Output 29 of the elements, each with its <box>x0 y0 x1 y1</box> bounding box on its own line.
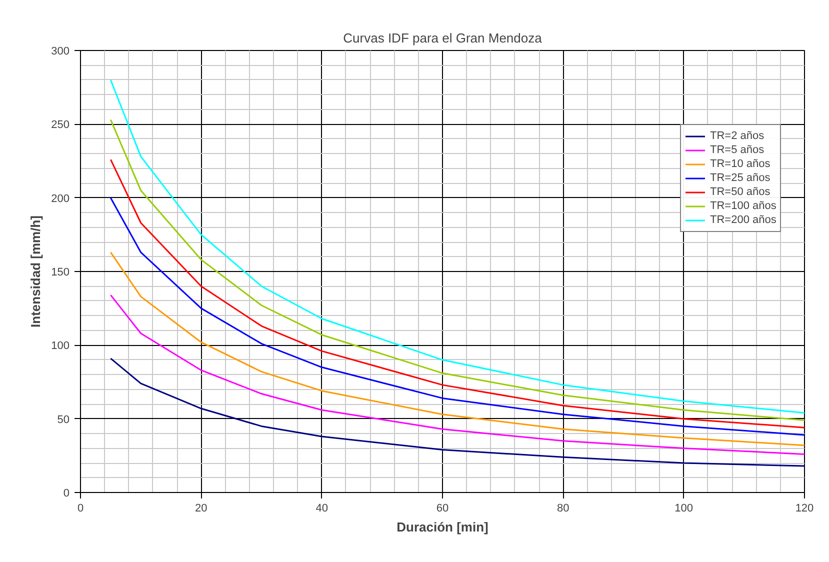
y-tick-label: 100 <box>51 340 70 352</box>
line-series <box>110 197 804 436</box>
line-series <box>110 294 804 455</box>
line-series <box>110 158 804 428</box>
legend-label: TR=2 años <box>710 129 764 143</box>
y-tick-label: 50 <box>57 414 70 426</box>
y-tick-label: 0 <box>63 488 70 500</box>
x-tick-label: 120 <box>795 502 814 514</box>
x-tick-label: 0 <box>77 502 84 514</box>
y-tick-label: 300 <box>51 46 70 58</box>
x-tick-label: 80 <box>557 502 570 514</box>
y-axis-title: Intensidad [mm/h] <box>28 216 44 328</box>
y-tick-label: 200 <box>51 192 70 205</box>
legend-label: TR=50 años <box>710 185 770 199</box>
x-tick-label: 40 <box>316 502 328 514</box>
y-tick-label: 250 <box>51 119 70 132</box>
x-tick-label: 60 <box>436 502 449 514</box>
legend-label: TR=25 años <box>710 171 770 185</box>
line-series <box>110 252 804 446</box>
x-tick-label: 100 <box>674 502 694 514</box>
legend-label: TR=200 años <box>710 213 776 227</box>
chart-title: Curvas IDF para el Gran Mendoza <box>343 30 543 46</box>
legend-label: TR=5 años <box>710 143 764 157</box>
y-tick-label: 150 <box>51 266 70 278</box>
line-series <box>110 358 804 467</box>
legend-label: TR=100 años <box>710 199 776 213</box>
x-axis-title: Duración [min] <box>396 520 488 534</box>
legend-label: TR=10 años <box>710 157 770 171</box>
x-tick-label: 20 <box>195 502 208 514</box>
